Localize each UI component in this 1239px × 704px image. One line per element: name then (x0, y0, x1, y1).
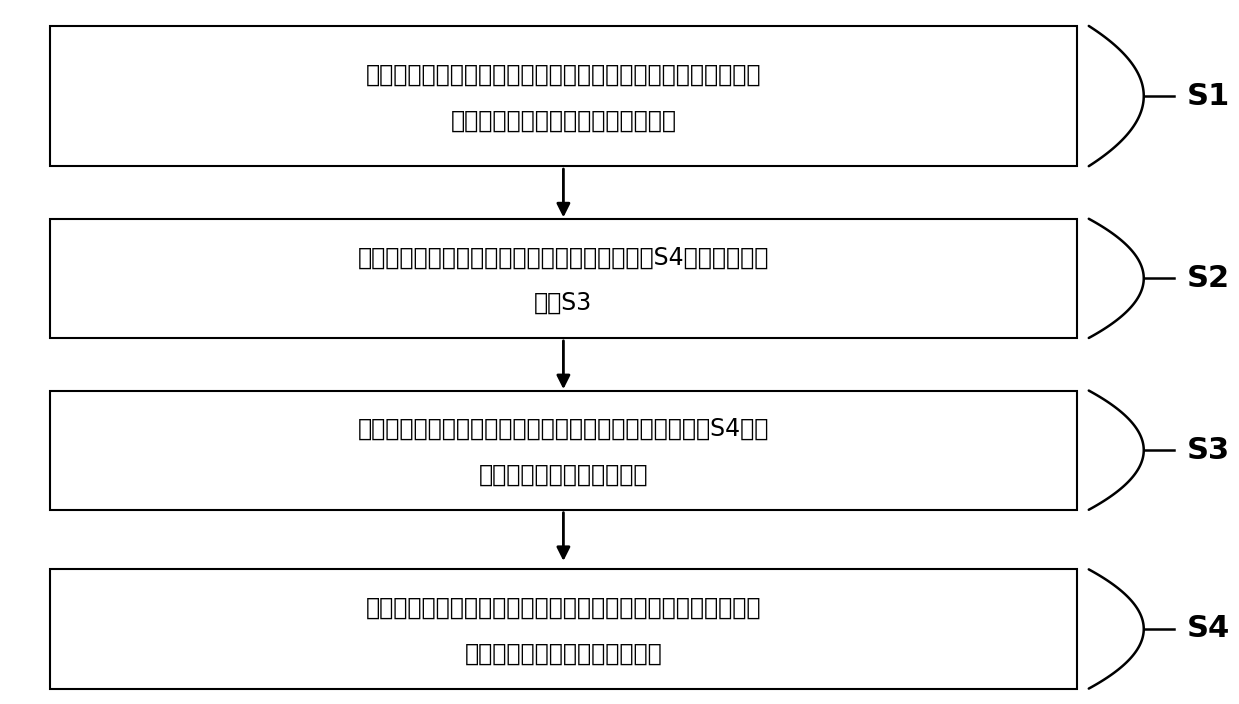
Bar (51, 391, 1077, 510)
Text: 气时间根据物料的大小进行调整: 气时间根据物料的大小进行调整 (465, 641, 663, 665)
Text: 否，使物料从好料出口落出: 否，使物料从好料出口落出 (478, 463, 648, 486)
Text: 判断该显著图中的物料是否为异色物料，若是，进行步骤S4，若: 判断该显著图中的物料是否为异色物料，若是，进行步骤S4，若 (358, 417, 769, 441)
Text: 前景和背景分离，得到物料的显著图: 前景和背景分离，得到物料的显著图 (451, 108, 676, 132)
Text: 测量该物料的大小并对物料进行吹气使物料从废料出口落出，吹: 测量该物料的大小并对物料进行吹气使物料从废料出口落出，吹 (366, 596, 761, 620)
Text: S4: S4 (1187, 615, 1230, 643)
Text: S3: S3 (1187, 436, 1229, 465)
Text: S1: S1 (1187, 82, 1230, 111)
Text: 向色选机中加入待分拣的物料并采集物料的图像，对该图像进行: 向色选机中加入待分拣的物料并采集物料的图像，对该图像进行 (366, 63, 761, 87)
Text: 判断该显著图中是否存在坏点，若是，进行步骤S4，若否，进行: 判断该显著图中是否存在坏点，若是，进行步骤S4，若否，进行 (358, 245, 769, 270)
Bar (51, 219, 1077, 338)
Text: 步骤S3: 步骤S3 (534, 291, 592, 315)
Bar (51, 26, 1077, 166)
Text: S2: S2 (1187, 264, 1229, 293)
Bar (51, 570, 1077, 689)
